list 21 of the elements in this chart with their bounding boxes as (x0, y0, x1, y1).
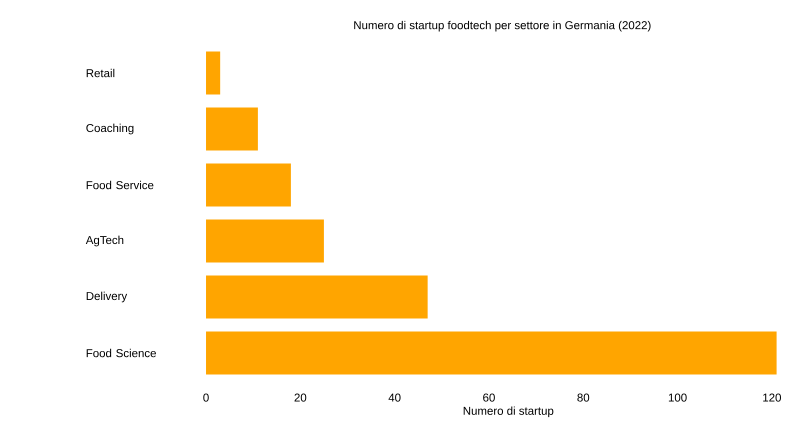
x-tick-label: 100 (668, 394, 687, 402)
x-tick-label: 80 (577, 394, 590, 402)
chart-title: Numero di startup foodtech per settore in Germania (2022) (354, 20, 651, 32)
y-tick-label: Food Service (86, 180, 154, 190)
x-tick-label: 0 (203, 394, 209, 402)
y-tick-label: Delivery (86, 292, 128, 302)
y-tick-label: Coaching (86, 124, 134, 134)
bar (206, 276, 428, 319)
bar (206, 108, 258, 151)
bar (206, 164, 291, 207)
y-tick-label: AgTech (86, 236, 124, 246)
x-tick-label: 40 (388, 394, 401, 402)
bar (206, 220, 324, 263)
bar (206, 332, 777, 375)
y-tick-label: Food Science (86, 348, 156, 358)
x-axis-title: Numero di startup (464, 406, 554, 418)
x-tick-label: 60 (483, 394, 495, 402)
x-tick-label: 20 (294, 394, 306, 402)
bar (206, 52, 220, 95)
y-tick-label: Retail (86, 68, 114, 78)
x-tick-label: 120 (763, 394, 781, 402)
